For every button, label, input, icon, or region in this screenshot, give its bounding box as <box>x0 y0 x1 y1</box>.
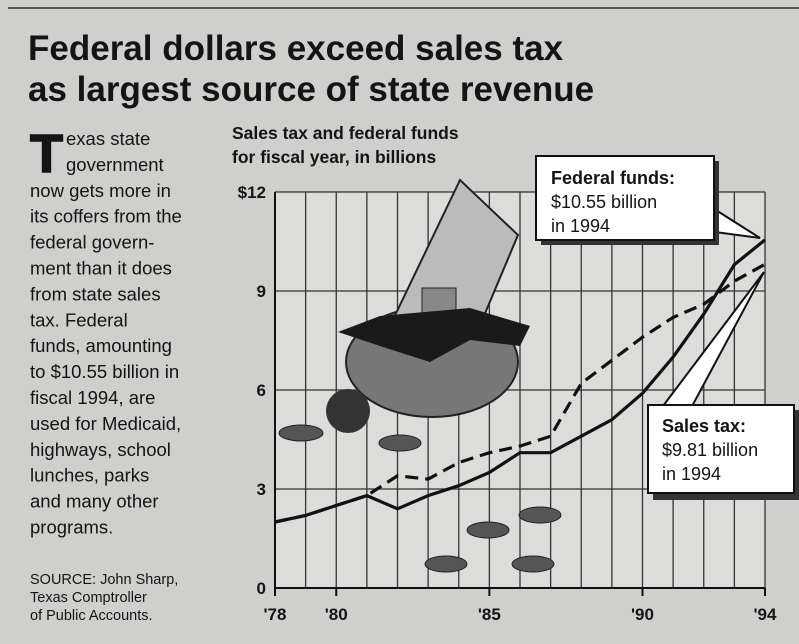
x-tick-label: '78 <box>264 605 287 624</box>
annotation-line: Federal funds: <box>551 168 675 188</box>
body-line: federal govern- <box>30 232 154 253</box>
body-line: used for Medicaid, <box>30 413 181 434</box>
drop-cap: T <box>30 124 63 184</box>
body-line: its coffers from the <box>30 206 182 227</box>
coin <box>278 424 324 442</box>
source-line: SOURCE: John Sharp, <box>30 572 178 588</box>
series-lines <box>274 238 767 524</box>
series-line <box>274 262 766 524</box>
body-line: highways, school <box>30 439 171 460</box>
x-tick-label: '94 <box>754 605 777 624</box>
bag-neck <box>338 308 530 362</box>
title-line: Federal dollars exceed sales tax <box>28 29 564 68</box>
coin <box>326 389 370 433</box>
body-line: government <box>66 154 164 175</box>
body-line: ment than it does <box>30 258 172 279</box>
annotation-line: $10.55 billion <box>551 192 657 212</box>
body-line: from state sales <box>30 283 161 304</box>
chart-subtitle: Sales tax and federal funds <box>232 123 459 143</box>
body-line: now gets more in <box>30 180 171 201</box>
body-line: programs. <box>30 517 113 538</box>
source-line: of Public Accounts. <box>30 608 153 624</box>
y-tick-label: 9 <box>257 282 266 301</box>
annotation-line: in 1994 <box>551 216 610 236</box>
body-line: exas state <box>66 128 150 149</box>
source-line: Texas Comptroller <box>30 590 147 606</box>
title-line: as largest source of state revenue <box>28 70 594 109</box>
callout-box <box>647 404 795 494</box>
callout-sales <box>647 271 799 500</box>
source-text: SOURCE: John Sharp, Texas Comptroller of P… <box>30 572 178 624</box>
flag <box>421 287 457 315</box>
coin <box>378 434 422 452</box>
body-line: tax. Federal <box>30 309 128 330</box>
annotation-line: $9.81 billion <box>662 440 758 460</box>
body-line: to $10.55 billion in <box>30 361 179 382</box>
callout-box <box>535 155 715 241</box>
y-tick-label: 6 <box>257 381 266 400</box>
x-tick-label: '85 <box>478 605 501 624</box>
annotation-line: in 1994 <box>662 464 721 484</box>
body-text: exas state government now gets more in its … <box>30 128 182 538</box>
coin <box>424 555 468 573</box>
body-line: fiscal 1994, are <box>30 387 155 408</box>
chart-subtitle: for fiscal year, in billions <box>232 147 436 167</box>
annotation-line: Sales tax: <box>662 416 746 436</box>
body-line: and many other <box>30 491 159 512</box>
y-tick-label: 3 <box>257 480 266 499</box>
annotations: Federal funds: $10.55 billion in 1994 Sales… <box>551 168 758 484</box>
body-line: funds, amounting <box>30 335 172 356</box>
x-tick-label: '90 <box>631 605 654 624</box>
illustration <box>278 178 562 573</box>
callout-federal <box>535 155 761 245</box>
coin <box>466 521 510 539</box>
y-tick-label: $12 <box>238 183 266 202</box>
coin <box>511 555 555 573</box>
y-tick-label: 0 <box>257 579 266 598</box>
coin <box>518 506 562 524</box>
x-tick-label: '80 <box>325 605 348 624</box>
body-line: lunches, parks <box>30 465 149 486</box>
